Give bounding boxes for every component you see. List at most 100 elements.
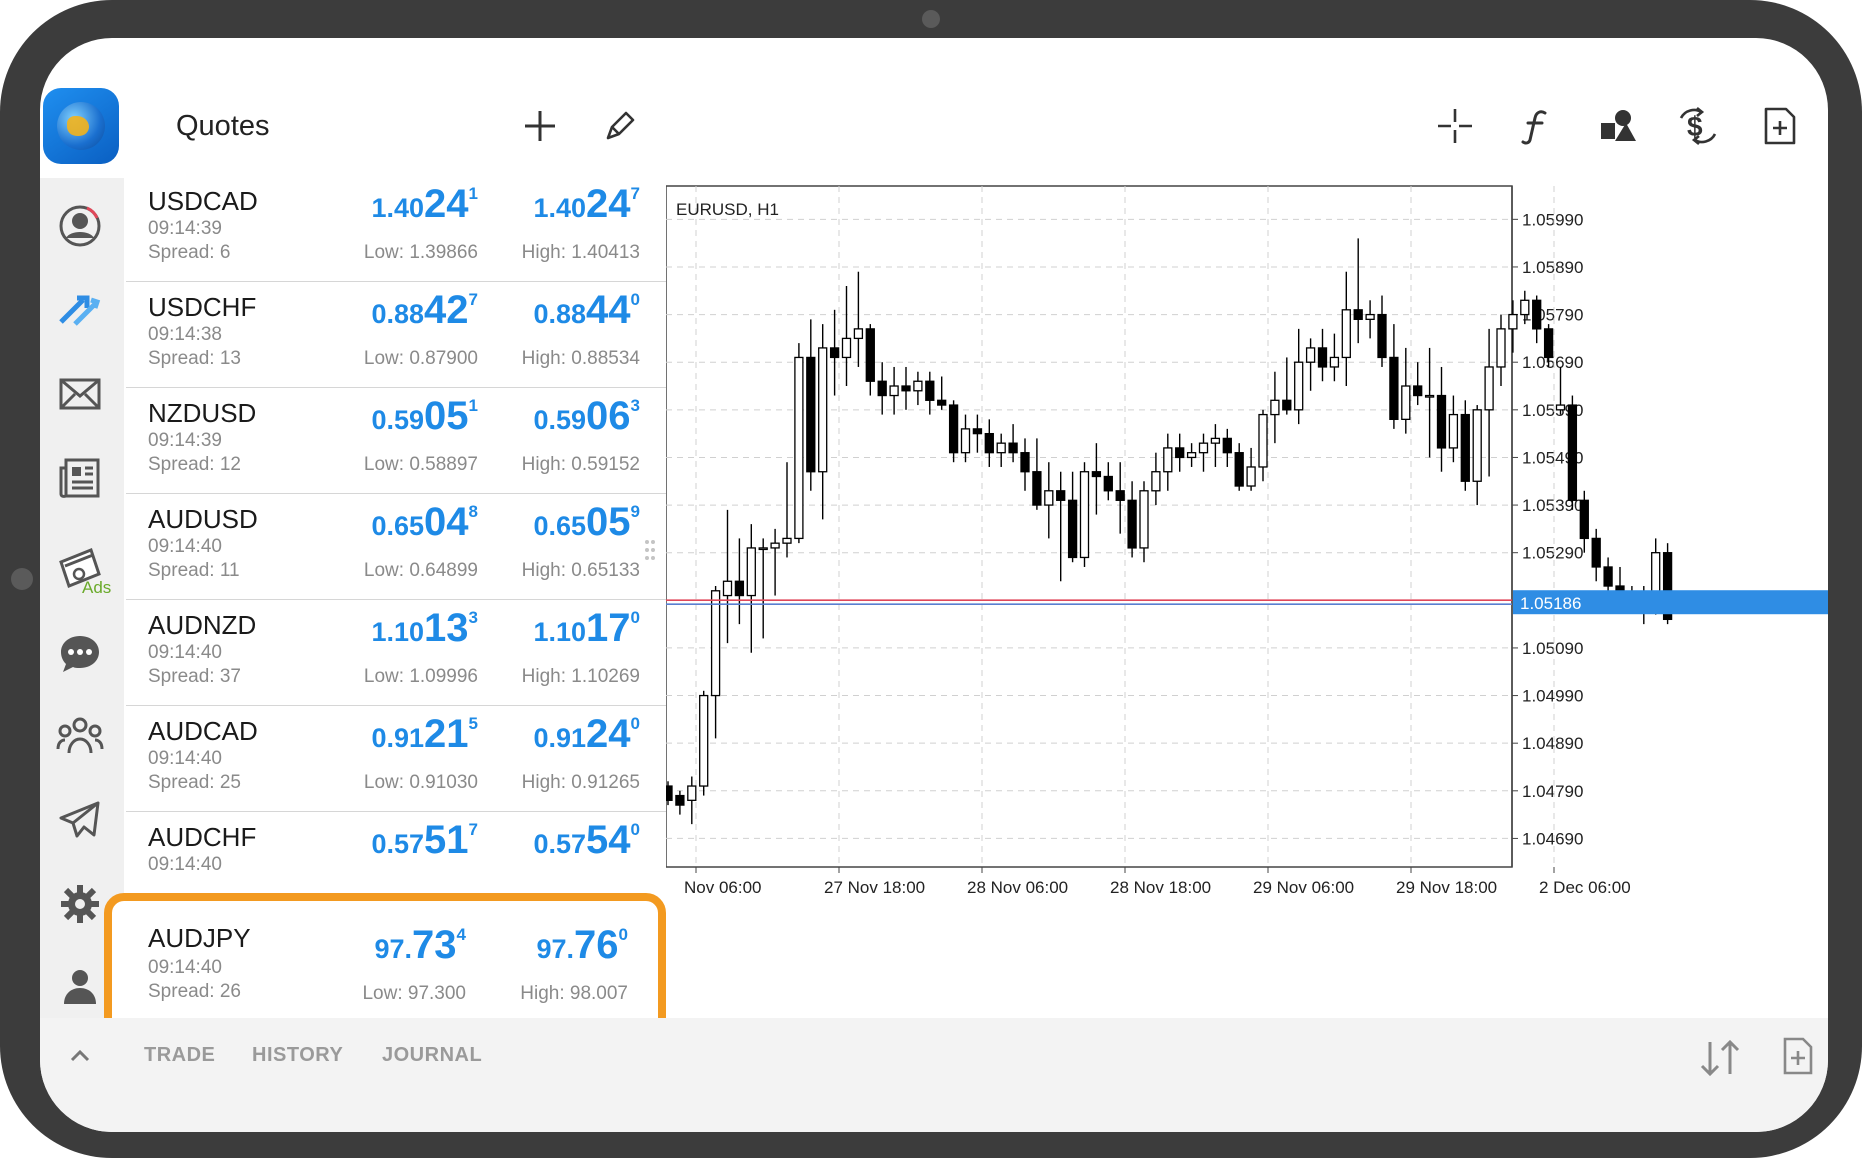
resize-grip-icon[interactable] [644, 538, 656, 562]
ask-price: 97.760 [536, 923, 628, 967]
side-navigation: Ads [40, 178, 124, 1058]
candle-bear [1056, 490, 1066, 501]
candle-bear [829, 347, 840, 359]
quote-row[interactable]: AUDUSD 09:14:40 Spread: 11 0.65048 0.65059 Lo… [126, 494, 666, 600]
new-order-icon[interactable] [1782, 1036, 1814, 1081]
app-logo-icon[interactable] [43, 88, 119, 164]
quote-symbol: AUDCHF [148, 822, 257, 852]
candle-bull [1151, 471, 1161, 492]
quote-row[interactable]: AUDCAD 09:14:40 Spread: 25 0.91215 0.91240 Lo… [126, 706, 666, 812]
quote-symbol: AUDNZD [148, 610, 257, 640]
candle-bear [1067, 499, 1078, 559]
ask-price: 0.65059 [533, 500, 640, 544]
candle-bear [937, 399, 947, 406]
bid-price: 1.10133 [371, 606, 478, 650]
candle-bear [1222, 437, 1232, 454]
time-tick-label: 28 Nov 18:00 [1110, 878, 1211, 897]
chevron-up-icon[interactable] [62, 1038, 98, 1074]
candle-bear [1567, 404, 1578, 501]
ads-calendar-icon[interactable]: Ads [50, 534, 112, 604]
ask-price: 0.57540 [533, 818, 640, 862]
pencil-icon[interactable] [598, 104, 642, 148]
quote-symbol: USDCAD [148, 186, 258, 216]
news-icon[interactable] [50, 450, 110, 506]
quote-spread: Spread: 11 [148, 560, 240, 581]
time-tick-label: 29 Nov 06:00 [1253, 878, 1354, 897]
quote-row[interactable]: AUDNZD 09:14:40 Spread: 37 1.10133 1.10170 Lo… [126, 600, 666, 706]
candle-bear [675, 794, 685, 806]
quote-spread: Spread: 37 [148, 666, 241, 687]
price-tick-label: 1.05890 [1522, 258, 1583, 277]
bid-price: 0.57517 [371, 818, 478, 862]
quote-high: High: 98.007 [520, 983, 628, 1004]
quote-symbol: AUDCAD [148, 716, 258, 746]
quote-high: High: 1.10269 [521, 666, 640, 687]
candle-bull [770, 542, 780, 549]
bid-price: 0.59051 [371, 394, 478, 438]
ads-label: Ads [82, 578, 112, 597]
candle-bull [841, 337, 852, 359]
candle-bull [1329, 356, 1340, 368]
candle-bear [1662, 552, 1673, 621]
quote-symbol: NZDUSD [148, 398, 257, 428]
quote-row[interactable]: USDCAD 09:14:39 Spread: 6 1.40241 1.40247 Low… [126, 176, 666, 282]
new-document-icon[interactable] [1758, 104, 1802, 148]
candle-bull [1270, 399, 1280, 416]
price-tick-label: 1.04790 [1522, 782, 1583, 801]
trade-arrows-icon[interactable] [50, 280, 110, 336]
quote-row[interactable]: AUDCHF 09:14:40 0.57517 0.57540 [126, 812, 666, 918]
price-tick-label: 1.05090 [1522, 639, 1583, 658]
candle-bull [1472, 409, 1482, 482]
bid-price: 1.40241 [371, 182, 478, 226]
plus-icon[interactable] [518, 104, 562, 148]
candle-bull [1365, 313, 1375, 320]
candle-bull [1044, 490, 1054, 506]
tab-history[interactable]: HISTORY [252, 1044, 344, 1066]
quote-low: Low: 0.91030 [363, 772, 478, 793]
quote-high: High: 0.91265 [521, 772, 640, 793]
traders-icon[interactable] [50, 958, 110, 1014]
candle-bull [710, 590, 721, 697]
candle-bear [901, 385, 911, 392]
quote-time: 09:14:40 [148, 642, 222, 663]
quote-row[interactable]: USDCHF 09:14:38 Spread: 13 0.88427 0.88440 Lo… [126, 282, 666, 388]
sort-icon[interactable] [1698, 1038, 1742, 1083]
tab-journal[interactable]: JOURNAL [382, 1044, 483, 1066]
candle-bull [913, 380, 923, 392]
crosshair-icon[interactable] [1433, 104, 1477, 148]
candle-bear [984, 432, 994, 454]
bid-price: 0.65048 [371, 500, 478, 544]
ask-price: 1.40247 [533, 182, 640, 226]
price-chart[interactable]: 1.05990 1.05890 1.05790 1.05690 1.05590 1.054… [666, 176, 1828, 1026]
price-tick-label: 1.05290 [1522, 544, 1583, 563]
mail-icon[interactable] [50, 366, 110, 422]
chart-canvas[interactable]: 1.059901.058901.057901.056901.055901.054… [666, 176, 1828, 1026]
quote-time: 09:14:38 [148, 324, 222, 345]
quotes-list: USDCAD 09:14:39 Spread: 6 1.40241 1.40247 Low… [126, 176, 666, 918]
settings-icon[interactable] [50, 876, 110, 932]
candle-bull [1210, 437, 1221, 444]
objects-icon[interactable] [1596, 104, 1640, 148]
candle-bull [1508, 313, 1518, 330]
community-icon[interactable] [50, 708, 110, 764]
telegram-icon[interactable] [50, 792, 110, 848]
ask-price: 1.10170 [533, 606, 640, 650]
candle-bull [746, 547, 756, 597]
trade-dollar-icon[interactable]: $ [1676, 104, 1720, 148]
candle-bull [818, 347, 828, 473]
function-icon[interactable] [1514, 104, 1558, 148]
chat-icon[interactable] [50, 626, 110, 682]
bid-price: 0.91215 [371, 712, 478, 756]
ask-price: 0.59063 [533, 394, 640, 438]
candle-bear [1091, 471, 1102, 478]
quote-high: High: 0.65133 [521, 560, 640, 581]
quote-row[interactable]: NZDUSD 09:14:39 Spread: 12 0.59051 0.59063 Lo… [126, 388, 666, 494]
account-icon[interactable] [50, 198, 110, 254]
candle-bull [1305, 347, 1316, 363]
price-tick-label: 1.05990 [1522, 210, 1583, 229]
tab-trade[interactable]: TRADE [144, 1044, 216, 1066]
candle-bear [1282, 399, 1292, 411]
quote-high: High: 1.40413 [521, 242, 640, 263]
candle-bull [1341, 309, 1351, 359]
candle-bear [948, 404, 959, 454]
